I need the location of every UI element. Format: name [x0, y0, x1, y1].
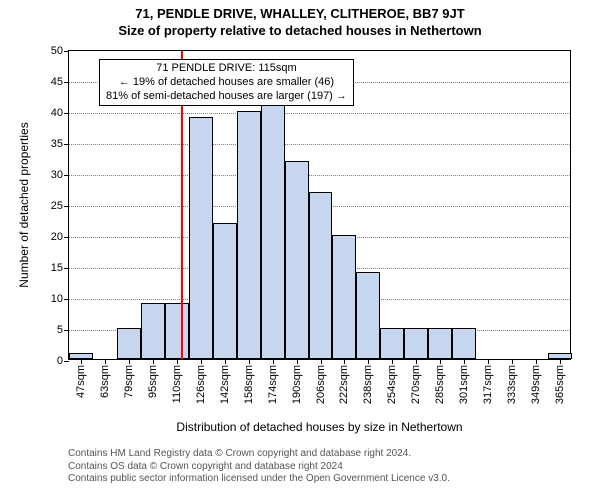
histogram-bar — [332, 235, 356, 359]
ytick-label: 0 — [57, 355, 69, 367]
plot-area: 71 PENDLE DRIVE: 115sqm ← 19% of detache… — [68, 50, 571, 360]
xtick-mark — [392, 359, 393, 364]
xtick-mark — [201, 359, 202, 364]
ytick-label: 50 — [51, 45, 69, 57]
histogram-bar — [189, 117, 213, 359]
ytick-label: 30 — [51, 169, 69, 181]
histogram-bar — [237, 111, 261, 359]
xtick-label: 365sqm — [554, 365, 566, 404]
xtick-mark — [105, 359, 106, 364]
xtick-label: 142sqm — [219, 365, 231, 404]
ytick-label: 25 — [51, 200, 69, 212]
histogram-bar — [261, 105, 285, 359]
credits-line2: Contains OS data © Crown copyright and d… — [68, 461, 450, 474]
xtick-label: 158sqm — [243, 365, 255, 404]
xtick-label: 63sqm — [99, 365, 111, 398]
y-axis-label: Number of detached properties — [17, 122, 31, 287]
xtick-label: 206sqm — [315, 365, 327, 404]
xtick-mark — [225, 359, 226, 364]
xtick-mark — [81, 359, 82, 364]
chart-container: 71, PENDLE DRIVE, WHALLEY, CLITHEROE, BB… — [0, 0, 600, 500]
xtick-mark — [153, 359, 154, 364]
x-axis-label: Distribution of detached houses by size … — [176, 420, 462, 434]
annotation-line3: 81% of semi-detached houses are larger (… — [106, 90, 347, 104]
gridline — [69, 144, 570, 145]
xtick-mark — [488, 359, 489, 364]
ytick-label: 40 — [51, 107, 69, 119]
ytick-label: 20 — [51, 231, 69, 243]
xtick-label: 285sqm — [434, 365, 446, 404]
histogram-bar — [165, 303, 189, 359]
xtick-mark — [297, 359, 298, 364]
histogram-bar — [404, 328, 428, 359]
annotation-box: 71 PENDLE DRIVE: 115sqm ← 19% of detache… — [99, 59, 354, 106]
xtick-label: 301sqm — [458, 365, 470, 404]
xtick-label: 79sqm — [123, 365, 135, 398]
gridline — [69, 113, 570, 114]
ytick-label: 15 — [51, 262, 69, 274]
credits-line3: Contains public sector information licen… — [68, 473, 450, 486]
xtick-label: 222sqm — [338, 365, 350, 404]
xtick-mark — [368, 359, 369, 364]
xtick-mark — [249, 359, 250, 364]
xtick-mark — [129, 359, 130, 364]
xtick-mark — [536, 359, 537, 364]
xtick-label: 95sqm — [147, 365, 159, 398]
xtick-label: 333sqm — [506, 365, 518, 404]
xtick-mark — [440, 359, 441, 364]
histogram-bar — [452, 328, 476, 359]
chart-title-line2: Size of property relative to detached ho… — [0, 21, 600, 38]
xtick-label: 254sqm — [386, 365, 398, 404]
histogram-bar — [285, 161, 309, 359]
ytick-label: 10 — [51, 293, 69, 305]
histogram-bar — [213, 223, 237, 359]
xtick-label: 190sqm — [291, 365, 303, 404]
ytick-label: 45 — [51, 76, 69, 88]
xtick-mark — [416, 359, 417, 364]
gridline — [69, 175, 570, 176]
annotation-line1: 71 PENDLE DRIVE: 115sqm — [106, 62, 347, 76]
xtick-mark — [177, 359, 178, 364]
xtick-mark — [560, 359, 561, 364]
histogram-bar — [309, 192, 333, 359]
xtick-mark — [512, 359, 513, 364]
xtick-label: 270sqm — [410, 365, 422, 404]
xtick-label: 126sqm — [195, 365, 207, 404]
histogram-bar — [380, 328, 404, 359]
credits-line1: Contains HM Land Registry data © Crown c… — [68, 448, 450, 461]
xtick-mark — [344, 359, 345, 364]
histogram-bar — [141, 303, 165, 359]
annotation-line2: ← 19% of detached houses are smaller (46… — [106, 76, 347, 90]
xtick-mark — [321, 359, 322, 364]
histogram-bar — [428, 328, 452, 359]
xtick-mark — [273, 359, 274, 364]
xtick-label: 349sqm — [530, 365, 542, 404]
xtick-label: 174sqm — [267, 365, 279, 404]
xtick-mark — [464, 359, 465, 364]
ytick-label: 35 — [51, 138, 69, 150]
ytick-label: 5 — [57, 324, 69, 336]
histogram-bar — [356, 272, 380, 359]
xtick-label: 238sqm — [362, 365, 374, 404]
chart-title-line1: 71, PENDLE DRIVE, WHALLEY, CLITHEROE, BB… — [0, 0, 600, 21]
xtick-label: 110sqm — [171, 365, 183, 403]
xtick-label: 317sqm — [482, 365, 494, 404]
xtick-label: 47sqm — [75, 365, 87, 398]
credits-block: Contains HM Land Registry data © Crown c… — [68, 448, 450, 486]
histogram-bar — [117, 328, 141, 359]
